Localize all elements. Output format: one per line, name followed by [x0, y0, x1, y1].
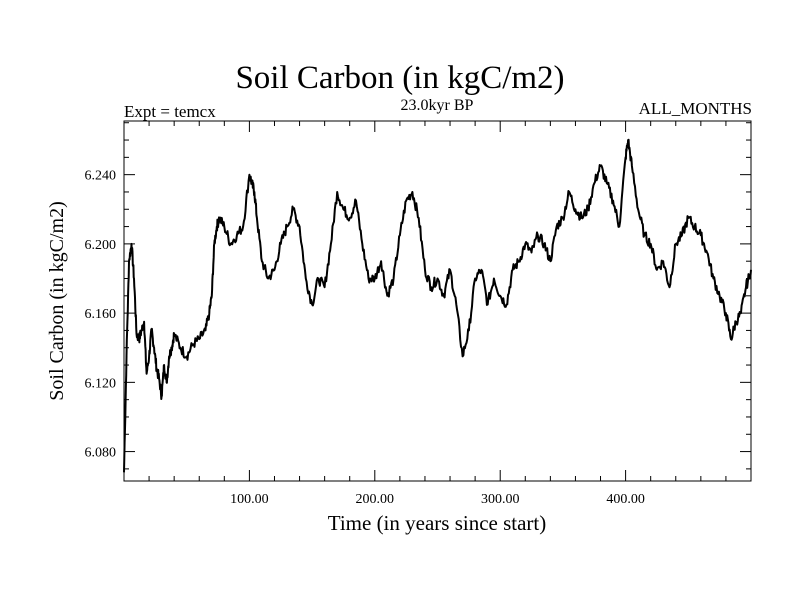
experiment-label: Expt = temcx	[124, 102, 216, 121]
series-layer	[123, 138, 752, 473]
x-axis-label: Time (in years since start)	[328, 511, 547, 535]
plot-frame	[123, 120, 752, 482]
months-label: ALL_MONTHS	[639, 99, 752, 118]
chart-title: Soil Carbon (in kgC/m2)	[235, 60, 564, 96]
x-tick-label: 400.00	[606, 492, 645, 507]
y-tick-label: 6.200	[85, 238, 117, 253]
period-label: 23.0kyr BP	[401, 97, 474, 114]
x-axis: 100.00 200.00 300.00 400.00	[148, 121, 727, 507]
series-line-soil-carbon	[123, 138, 752, 473]
y-tick-label: 6.120	[85, 376, 117, 391]
x-tick-label: 300.00	[481, 492, 520, 507]
y-tick-label: 6.160	[85, 307, 117, 322]
x-tick-label: 100.00	[230, 492, 269, 507]
y-tick-label: 6.080	[85, 446, 117, 461]
y-axis-label: Soil Carbon (in kgC/m2)	[46, 201, 68, 400]
y-axis: 6.080 6.120 6.160 6.200 6.240	[85, 122, 751, 470]
y-tick-label: 6.240	[85, 169, 117, 184]
x-tick-label: 200.00	[356, 492, 395, 507]
